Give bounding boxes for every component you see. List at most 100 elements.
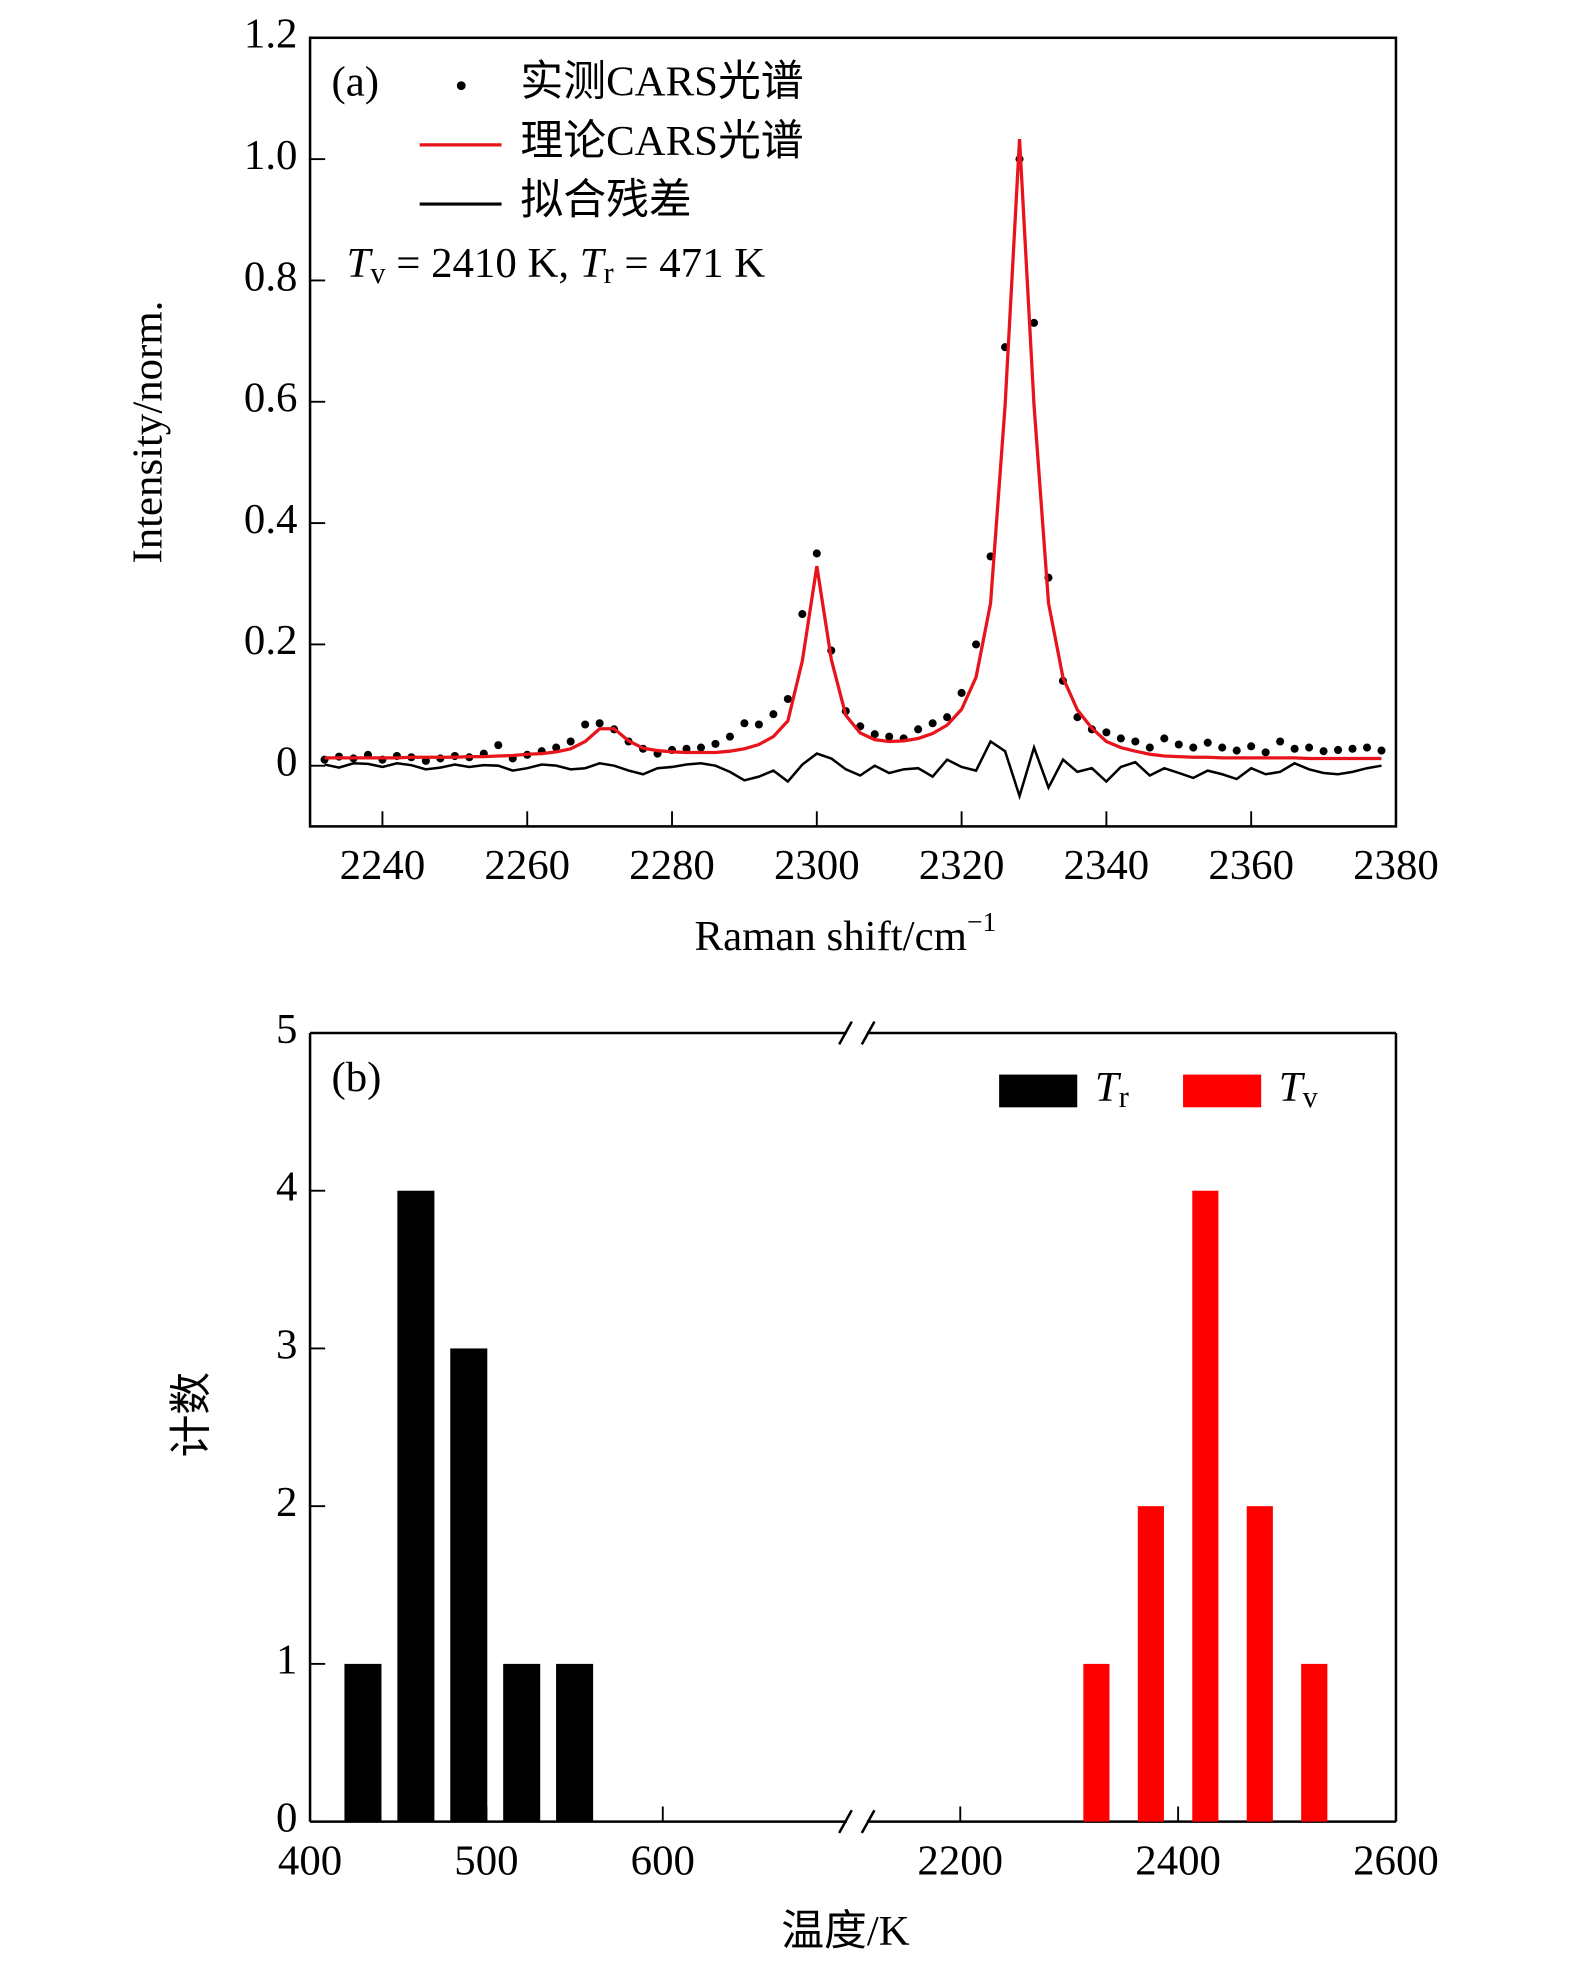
series-line	[324, 138, 1382, 761]
data-point	[1145, 743, 1154, 752]
x-tick-label: 2600	[1353, 1837, 1439, 1884]
y-tick-label: 2	[276, 1479, 297, 1526]
data-point	[1334, 745, 1343, 754]
data-point	[769, 710, 778, 719]
data-point	[1362, 743, 1372, 752]
data-point	[566, 737, 575, 746]
x-tick-label: 2360	[1208, 842, 1294, 889]
legend-label: Tr​	[1095, 1064, 1129, 1114]
x-tick-label: 2280	[629, 842, 715, 889]
y-tick-label: 4	[276, 1164, 297, 1211]
data-point	[711, 739, 720, 748]
x-tick-label: 2200	[917, 1837, 1003, 1884]
data-point	[1189, 743, 1198, 752]
data-point	[1247, 742, 1256, 751]
y-tick-label: 1.0	[244, 132, 298, 179]
series-line	[324, 739, 1382, 801]
x-tick-label: 2300	[774, 842, 860, 889]
data-point	[1232, 746, 1241, 755]
x-tick-label: 2240	[340, 842, 426, 889]
data-point	[595, 719, 604, 728]
data-point	[885, 732, 894, 741]
y-tick-label: 1	[276, 1637, 297, 1684]
panel-label: (a)	[331, 58, 379, 105]
y-tick-label: 5	[276, 1006, 297, 1053]
data-point	[1116, 734, 1125, 743]
bar	[556, 1663, 594, 1822]
axis-break	[838, 1809, 853, 1834]
legend-marker	[456, 81, 466, 91]
data-point	[1203, 738, 1212, 747]
axis-break	[860, 1021, 876, 1045]
data-point	[798, 610, 807, 619]
legend-label: 实测CARS光谱	[520, 57, 803, 105]
data-point	[696, 743, 706, 752]
bar	[1192, 1190, 1219, 1822]
y-tick-label: 0	[276, 1794, 297, 1841]
bar	[1301, 1663, 1328, 1822]
data-point	[812, 549, 821, 558]
y-axis-label: Intensity/norm.	[124, 301, 171, 564]
bar	[1083, 1663, 1110, 1822]
data-point	[1276, 737, 1285, 746]
plot-frame	[308, 36, 1398, 828]
data-point	[914, 725, 923, 734]
bar	[1246, 1506, 1273, 1822]
data-point	[972, 640, 981, 649]
bar	[450, 1348, 488, 1822]
x-tick-label: 2380	[1353, 842, 1439, 889]
data-point	[494, 741, 503, 750]
bar	[1137, 1506, 1164, 1822]
data-point	[1377, 746, 1386, 755]
legend-swatch	[999, 1074, 1078, 1108]
data-point	[1290, 744, 1299, 753]
data-point	[754, 720, 763, 729]
data-point	[1131, 737, 1140, 746]
x-tick-label: 2260	[484, 842, 570, 889]
legend-label: 理论CARS光谱	[520, 118, 803, 165]
y-tick-label: 0.2	[244, 617, 298, 664]
y-tick-label: 0.6	[244, 375, 298, 422]
y-tick-label: 1.2	[244, 11, 298, 58]
x-axis-label: Raman shift/cm−1	[695, 906, 997, 960]
data-point	[1160, 734, 1169, 743]
data-point	[725, 732, 734, 741]
bar	[397, 1190, 435, 1822]
data-point	[1073, 713, 1082, 722]
data-point	[1174, 740, 1183, 749]
x-tick-label: 2400	[1135, 1837, 1221, 1884]
data-point	[957, 688, 966, 697]
x-tick-label: 600	[631, 1837, 695, 1884]
data-point	[1319, 747, 1328, 756]
data-point	[1102, 728, 1111, 737]
data-point	[1348, 744, 1357, 753]
data-point	[1218, 743, 1227, 752]
data-point	[581, 720, 590, 729]
data-point	[1261, 748, 1270, 757]
data-point	[928, 719, 937, 728]
data-point	[870, 730, 879, 739]
legend-label: 拟合残差	[520, 177, 691, 224]
bar	[344, 1663, 382, 1822]
data-point	[943, 713, 952, 722]
x-tick-label: 400	[278, 1837, 342, 1884]
x-tick-label: 2340	[1064, 842, 1150, 889]
annotation: Tv​ = 2410 K, Tr​ = 471 K	[347, 240, 766, 290]
x-tick-label: 2320	[919, 842, 1005, 889]
axis-break	[838, 1021, 853, 1045]
x-axis-label: 温度/K	[781, 1908, 910, 1955]
x-tick-label: 500	[454, 1837, 518, 1884]
panel-label: (b)	[331, 1054, 381, 1101]
data-point	[783, 694, 792, 704]
legend-label: Tv​	[1279, 1064, 1319, 1114]
y-tick-label: 0.4	[244, 496, 298, 543]
data-point	[1029, 318, 1039, 327]
data-point	[1305, 743, 1314, 752]
y-tick-label: 0	[276, 739, 297, 786]
y-tick-label: 3	[276, 1321, 297, 1368]
y-tick-label: 0.8	[244, 253, 298, 300]
axis-break	[860, 1809, 876, 1834]
legend-swatch	[1183, 1074, 1262, 1108]
